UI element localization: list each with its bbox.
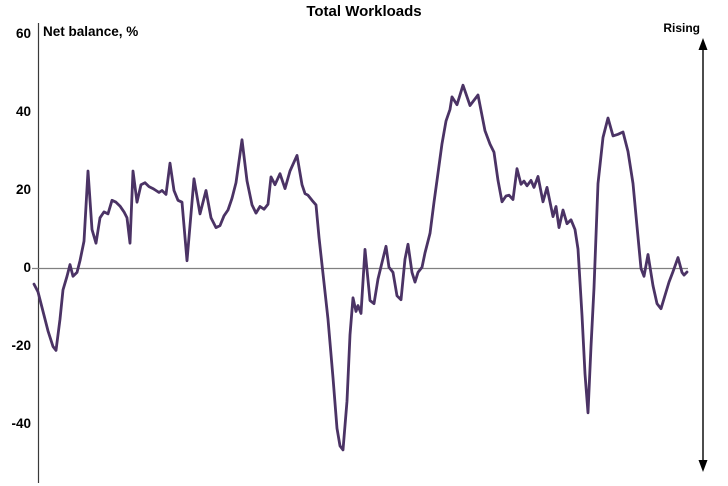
series-line-total-workloads	[32, 83, 689, 452]
chart-title: Total Workloads	[306, 3, 422, 20]
arrow-up-icon	[698, 38, 708, 50]
y-tick-label--40: -40	[11, 415, 31, 431]
arrow-down-icon	[698, 460, 708, 472]
y-tick-label--20: -20	[11, 337, 31, 353]
y-axis-caption: Net balance, %	[43, 24, 139, 39]
rising-annotation: Rising	[663, 21, 700, 35]
y-tick-label-60: 60	[15, 25, 31, 41]
rising-falling-arrow	[698, 38, 708, 472]
y-tick-label-40: 40	[15, 103, 31, 119]
y-tick-label-0: 0	[23, 259, 31, 275]
y-tick-label-20: 20	[15, 181, 31, 197]
